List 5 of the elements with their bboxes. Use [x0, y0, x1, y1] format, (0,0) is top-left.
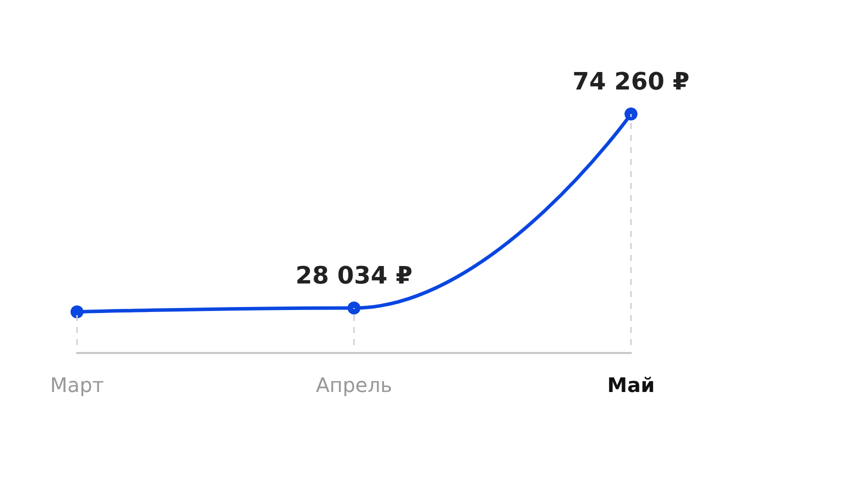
- x-tick-label: Май: [607, 373, 655, 397]
- data-label: 28 034 ₽: [296, 261, 412, 290]
- data-label: 74 260 ₽: [572, 68, 690, 96]
- x-tick-label: Апрель: [316, 373, 392, 397]
- x-tick-label: Март: [50, 373, 104, 397]
